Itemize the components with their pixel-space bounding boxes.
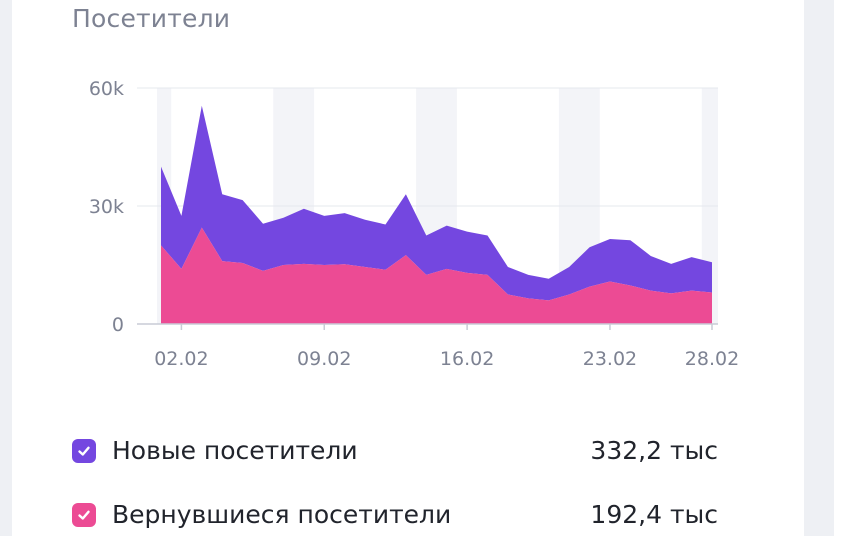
area-series [161,105,712,324]
checkbox-new-visitors[interactable] [72,439,96,463]
x-axis [137,323,718,330]
x-tick-label: 02.02 [154,348,208,370]
x-tick-label: 09.02 [297,348,351,370]
x-tick-labels: 02.02 09.02 16.02 23.02 28.02 [154,348,739,370]
check-icon [78,510,90,520]
y-tick-labels: 0 30k 60k [89,78,124,336]
y-tick-label: 30k [89,196,124,218]
legend-value-new-visitors: 332,2 тыс [590,436,718,465]
card-title: Посетители [72,4,231,33]
legend-value-returning-visitors: 192,4 тыс [590,500,718,529]
legend-label-new-visitors: Новые посетители [112,436,358,465]
legend-item-new-visitors[interactable]: Новые посетители 332,2 тыс [72,436,732,470]
area-returning-visitors [161,227,712,324]
y-tick-label: 0 [112,314,124,336]
legend-item-returning-visitors[interactable]: Вернувшиеся посетители 192,4 тыс [72,500,732,534]
area-new-visitors [161,105,712,301]
visitors-area-chart: 0 30k 60k 02.02 09.02 16.02 23.02 28.02 [89,78,739,370]
x-tick-label: 23.02 [583,348,637,370]
checkbox-returning-visitors[interactable] [72,503,96,527]
adjacent-card-edge [834,0,843,536]
y-tick-label: 60k [89,78,124,100]
legend-label-returning-visitors: Вернувшиеся посетители [112,500,452,529]
x-tick-label: 28.02 [685,348,739,370]
x-tick-label: 16.02 [440,348,494,370]
check-icon [78,446,90,456]
